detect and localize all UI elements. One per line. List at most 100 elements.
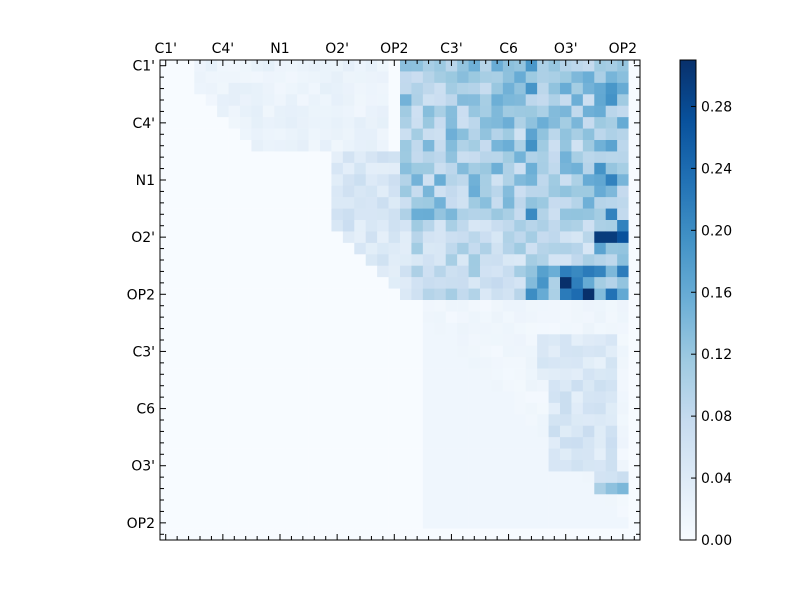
heatmap-cell xyxy=(342,482,355,495)
heatmap-cell xyxy=(354,345,367,358)
heatmap-cell xyxy=(354,220,367,232)
heatmap-cell xyxy=(262,437,275,449)
heatmap-cell xyxy=(582,288,595,301)
heatmap-cell xyxy=(514,105,527,118)
heatmap-cell xyxy=(548,391,561,404)
heatmap-cell xyxy=(342,60,355,72)
heatmap-cell xyxy=(297,265,309,278)
heatmap-cell xyxy=(617,151,629,164)
heatmap-cell xyxy=(217,265,229,278)
heatmap-cell xyxy=(617,482,629,495)
heatmap-cell xyxy=(331,277,344,289)
heatmap-cell xyxy=(251,322,264,335)
heatmap-cell xyxy=(514,471,527,484)
heatmap-cell xyxy=(434,494,447,507)
heatmap-cell xyxy=(365,311,378,324)
heatmap-cell xyxy=(331,185,344,198)
heatmap-cell xyxy=(331,494,344,507)
heatmap-cell xyxy=(342,380,355,392)
heatmap-cell xyxy=(502,185,515,198)
heatmap-cell xyxy=(491,391,504,404)
heatmap-cell xyxy=(434,357,447,369)
heatmap-cell xyxy=(297,357,309,369)
colorbar-tick-labels: 0.000.040.080.120.160.200.240.28 xyxy=(701,99,732,549)
heatmap-cell xyxy=(331,505,344,518)
heatmap-cell xyxy=(491,162,504,175)
heatmap-cell xyxy=(514,288,527,301)
heatmap-cell xyxy=(228,528,241,541)
heatmap-cell xyxy=(560,220,572,232)
heatmap-cell xyxy=(502,357,515,369)
heatmap-cell xyxy=(537,448,549,461)
heatmap-cell xyxy=(228,334,241,347)
heatmap-cell xyxy=(240,277,252,289)
heatmap-cell xyxy=(251,162,264,175)
heatmap-cell xyxy=(525,448,538,461)
heatmap-cell xyxy=(182,368,195,381)
heatmap-cell xyxy=(377,380,389,392)
heatmap-cell xyxy=(628,140,641,152)
heatmap-cell xyxy=(445,334,458,347)
heatmap-cell xyxy=(457,517,469,529)
heatmap-cell xyxy=(274,162,287,175)
heatmap-cell xyxy=(194,345,207,358)
heatmap-cell xyxy=(628,528,641,541)
heatmap-cell xyxy=(400,334,412,347)
heatmap-cell xyxy=(342,391,355,404)
heatmap-cell xyxy=(617,185,629,198)
heatmap-cell xyxy=(582,82,595,95)
heatmap-cell xyxy=(560,402,572,415)
heatmap-cell xyxy=(628,334,641,347)
heatmap-cell xyxy=(422,242,435,255)
heatmap-cell xyxy=(571,494,584,507)
heatmap-cell xyxy=(160,208,172,221)
heatmap-cell xyxy=(354,254,367,267)
heatmap-cell xyxy=(342,311,355,324)
heatmap-cell xyxy=(297,94,309,107)
heatmap-cell xyxy=(308,402,321,415)
heatmap-cell xyxy=(400,208,412,221)
heatmap-cell xyxy=(308,265,321,278)
heatmap-cell xyxy=(228,242,241,255)
heatmap-cell xyxy=(240,528,252,541)
heatmap-cell xyxy=(171,402,184,415)
heatmap-cell xyxy=(491,94,504,107)
heatmap-cell xyxy=(480,437,492,449)
heatmap-cell xyxy=(228,300,241,312)
heatmap-cell xyxy=(194,334,207,347)
heatmap-cell xyxy=(594,311,607,324)
heatmap-cell xyxy=(457,105,469,118)
heatmap-cell xyxy=(548,471,561,484)
heatmap-cell xyxy=(331,94,344,107)
heatmap-cell xyxy=(457,460,469,472)
heatmap-cell xyxy=(274,517,287,529)
heatmap-cell xyxy=(468,391,481,404)
heatmap-cell xyxy=(502,174,515,187)
heatmap-cell xyxy=(331,334,344,347)
heatmap-cell xyxy=(582,322,595,335)
heatmap-cell xyxy=(388,117,401,129)
heatmap-cell xyxy=(308,437,321,449)
heatmap-cell xyxy=(308,242,321,255)
heatmap-cell xyxy=(354,288,367,301)
heatmap-cell xyxy=(342,82,355,95)
heatmap-cell xyxy=(285,345,298,358)
heatmap-cell xyxy=(251,185,264,198)
heatmap-cell xyxy=(205,482,218,495)
heatmap-cell xyxy=(480,254,492,267)
heatmap-cell xyxy=(377,231,389,244)
heatmap-cell xyxy=(228,151,241,164)
heatmap-cell xyxy=(434,71,447,84)
heatmap-cell xyxy=(617,311,629,324)
heatmap-cell xyxy=(205,425,218,438)
heatmap-cell xyxy=(525,197,538,209)
heatmap-cell xyxy=(194,71,207,84)
heatmap-cell xyxy=(605,174,618,187)
heatmap-cell xyxy=(548,197,561,209)
heatmap-cell xyxy=(331,117,344,129)
heatmap-cell xyxy=(628,220,641,232)
heatmap-cell xyxy=(297,391,309,404)
heatmap-cell xyxy=(491,345,504,358)
heatmap-cell xyxy=(160,151,172,164)
